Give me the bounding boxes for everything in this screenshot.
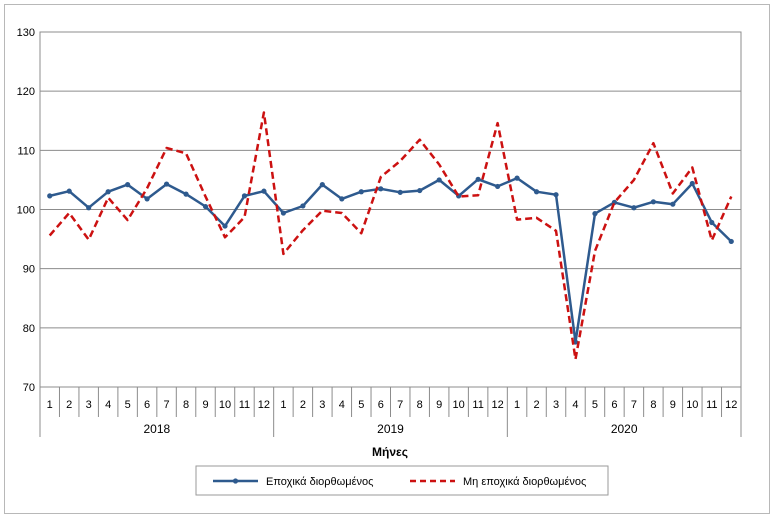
data-point-series-0	[241, 193, 248, 199]
x-tick-label-month: 10	[686, 399, 698, 411]
x-tick-label-month: 8	[183, 399, 189, 411]
data-point-series-0	[144, 196, 150, 202]
x-tick-label-month: 5	[592, 399, 598, 411]
data-point-series-0	[689, 180, 695, 187]
gridlines	[39, 31, 742, 388]
series-line-1	[48, 111, 733, 361]
x-tick-label-month: 3	[319, 399, 325, 411]
data-point-series-0	[592, 211, 598, 217]
data-point-series-0	[105, 189, 111, 195]
x-year-label-2020: 2020	[611, 422, 638, 436]
x-axis: 1 2 3 4 5 6 7 8 9 10 11 12 1 2 3 4 5 6 7 8 9 10 11 12 1 2 3 4 5 6 7 8 9 1…	[39, 387, 742, 437]
data-point-series-0	[319, 182, 325, 188]
x-tick-label-month: 11	[472, 399, 483, 411]
data-point-series-0	[670, 201, 676, 207]
data-point-series-0	[650, 199, 656, 205]
data-point-series-0	[358, 189, 364, 195]
x-tick-label-month: 7	[164, 399, 170, 411]
data-point-series-0	[300, 203, 306, 209]
x-year-label-2018: 2018	[143, 422, 170, 436]
data-point-series-0	[202, 203, 209, 210]
y-tick-label-130: 130	[17, 27, 35, 39]
x-tick-label-month: 8	[650, 399, 656, 411]
x-tick-label-month: 2	[300, 399, 306, 411]
data-point-series-0	[86, 205, 92, 211]
y-tick-label-120: 120	[17, 86, 35, 98]
x-tick-label-month: 7	[397, 399, 403, 411]
x-tick-label-month: 4	[105, 399, 111, 411]
x-tick-label-month: 11	[239, 399, 250, 411]
x-tick-label-month: 10	[219, 399, 231, 411]
x-tick-label-month: 5	[358, 399, 364, 411]
legend-box	[195, 465, 609, 496]
data-point-series-0	[261, 188, 267, 194]
data-point-series-0	[47, 193, 53, 199]
y-tick-label-100: 100	[17, 205, 35, 217]
legend-marker-seasonally-adjusted	[232, 478, 239, 484]
x-tick-label-month: 1	[280, 399, 286, 411]
chart-frame	[4, 4, 770, 514]
data-point-series-0	[397, 189, 403, 195]
x-tick-label-month: 12	[491, 399, 503, 411]
legend: Εποχικά διορθωμένος Μη εποχικά διορθωμέν…	[195, 465, 609, 496]
x-tick-label-month: 6	[378, 399, 384, 411]
data-point-series-0	[514, 175, 520, 181]
x-tick-label-month: 3	[86, 399, 92, 411]
data-point-series-0	[709, 219, 715, 226]
legend-label-not-seasonally-adjusted: Μη εποχικά διορθωμένος	[463, 476, 586, 488]
x-tick-label-month: 8	[417, 399, 423, 411]
x-tick-label-month: 12	[725, 399, 737, 411]
data-point-series-0	[378, 186, 384, 192]
x-axis-title: Μήνες	[372, 445, 408, 459]
data-point-series-0	[475, 176, 481, 182]
x-tick-label-month: 9	[436, 399, 442, 411]
data-point-series-0	[280, 210, 287, 216]
x-tick-label-month: 12	[258, 399, 270, 411]
data-point-series-0	[553, 192, 559, 198]
series-line-0	[49, 176, 733, 344]
data-point-series-0	[533, 189, 540, 195]
data-point-series-0	[339, 196, 345, 202]
data-point-series-0	[222, 223, 228, 229]
data-point-series-0	[417, 187, 423, 194]
series-lines	[47, 111, 734, 361]
data-point-series-0	[125, 182, 131, 188]
x-tick-label-month: 2	[533, 399, 539, 411]
data-point-series-0	[631, 205, 637, 211]
x-year-label-2019: 2019	[377, 422, 404, 436]
data-point-series-0	[66, 188, 72, 194]
y-tick-label-110: 110	[17, 145, 35, 157]
x-tick-label-month: 1	[514, 399, 520, 411]
x-tick-label-month: 1	[47, 399, 53, 411]
x-tick-label-month: 7	[631, 399, 637, 411]
x-tick-label-month: 9	[670, 399, 676, 411]
x-tick-label-month: 10	[453, 399, 465, 411]
x-tick-label-month: 4	[572, 399, 578, 411]
x-tick-label-month: 5	[125, 399, 131, 411]
data-point-series-0	[728, 238, 734, 245]
data-point-series-0	[436, 177, 442, 183]
data-point-series-0	[163, 181, 170, 187]
data-point-series-0	[494, 183, 501, 190]
y-tick-label-70: 70	[23, 382, 35, 394]
y-tick-label-90: 90	[23, 264, 35, 276]
x-tick-label-month: 9	[202, 399, 208, 411]
x-tick-label-month: 2	[66, 399, 72, 411]
x-tick-label-month: 3	[553, 399, 559, 411]
data-point-series-0	[183, 191, 189, 197]
x-tick-label-month: 4	[339, 399, 345, 411]
legend-label-seasonally-adjusted: Εποχικά διορθωμένος	[266, 476, 373, 488]
y-tick-labels: 70 80 90 100 110 120 130	[17, 27, 35, 394]
x-tick-label-month: 11	[706, 399, 717, 411]
x-tick-label-month: 6	[611, 399, 617, 411]
y-tick-label-80: 80	[23, 323, 35, 335]
x-tick-label-month: 6	[144, 399, 150, 411]
